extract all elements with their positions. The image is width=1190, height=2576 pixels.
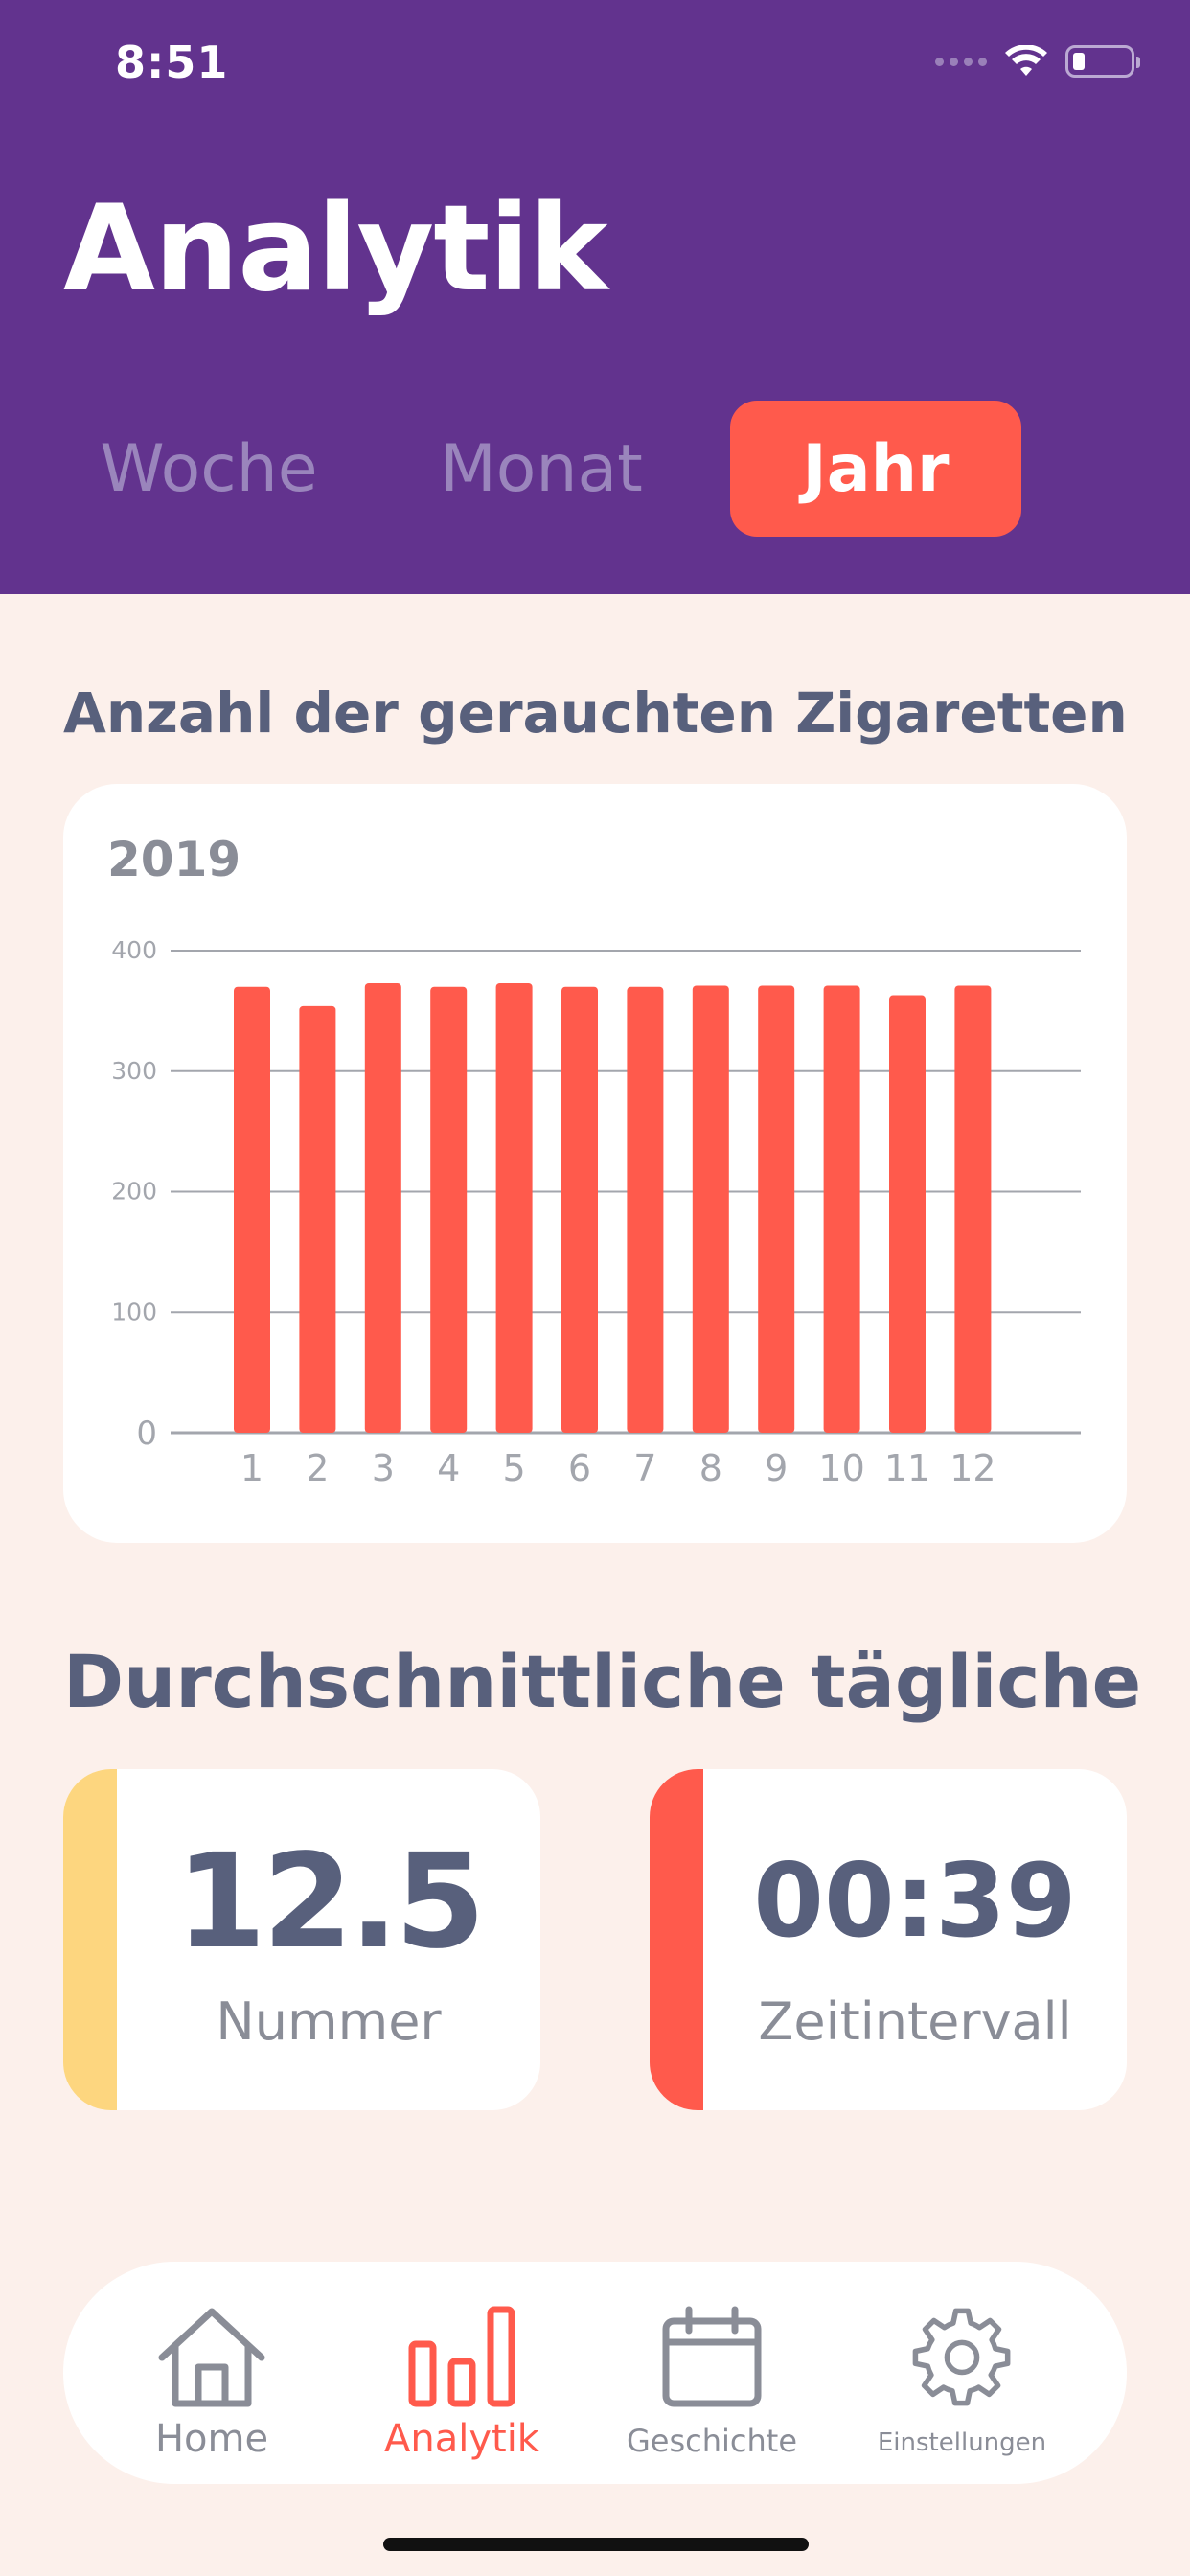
x-tick-label: 9 [765,1447,788,1489]
chart-bar [495,982,533,1433]
tab-year[interactable]: Jahr [730,401,1021,537]
chart-bar [234,986,270,1433]
nav-item-home[interactable]: Home [87,2262,336,2484]
chart-bar [823,985,860,1433]
x-tick-label: 5 [503,1447,526,1489]
y-tick-label: 200 [111,1178,157,1206]
nav-label-history: Geschichte [626,2423,798,2459]
stat-label-interval: Zeitintervall [758,1991,1072,2052]
stat-value-interval: 00:39 [753,1842,1077,1960]
chart-bar [692,985,729,1433]
stat-value-number: 12.5 [175,1827,486,1978]
nav-label-analytics: Analytik [384,2417,539,2461]
chart-bar [954,985,992,1433]
chart-bar [561,986,598,1433]
nav-label-home: Home [154,2417,269,2461]
gear-icon [912,2308,1011,2406]
chart-bar [430,986,468,1433]
nav-item-history[interactable]: Geschichte [587,2262,836,2484]
y-tick-label: 100 [111,1298,157,1325]
tab-month[interactable]: Monat [440,430,643,507]
x-tick-label: 11 [884,1447,930,1489]
calendar-icon [662,2306,762,2407]
header: 8:51 Analytik Woche Monat Jahr [0,0,1190,594]
stat-accent-bar [650,1769,703,2110]
x-tick-label: 10 [818,1447,864,1489]
y-tick-label: 300 [111,1057,157,1085]
chart-bar [364,982,401,1433]
x-tick-label: 2 [306,1447,329,1489]
stat-label-number: Nummer [216,1991,442,2052]
chart-bar [758,985,795,1433]
stat-card-number: 12.5 Nummer [63,1769,540,2110]
chart-bar [299,1005,336,1433]
status-icons [935,42,1140,80]
chart-bar [627,986,664,1433]
x-tick-label: 7 [633,1447,656,1489]
nav-item-settings[interactable]: Einstellungen [837,2262,1087,2484]
wifi-icon [1004,45,1048,78]
home-icon [158,2308,265,2407]
x-tick-label: 4 [437,1447,460,1489]
nav-item-analytics[interactable]: Analytik [337,2262,586,2484]
cellular-signal-icon [935,57,987,66]
x-tick-label: 6 [568,1447,591,1489]
page-title: Analytik [63,180,607,318]
y-tick-label: 0 [136,1414,157,1453]
y-tick-label: 400 [111,936,157,964]
chart-section-title: Anzahl der gerauchten Zigaretten [63,680,1128,746]
average-section-title: Durchschnittliche tägliche [63,1639,1142,1724]
x-tick-label: 8 [699,1447,722,1489]
x-tick-label: 3 [372,1447,395,1489]
status-time: 8:51 [115,36,229,88]
home-indicator [383,2538,809,2551]
stat-card-interval: 00:39 Zeitintervall [650,1769,1127,2110]
chart-card: 2019 0 100 200 300 400 1 2 3 4 5 6 7 8 9 10 11 12 [63,784,1127,1543]
battery-icon [1065,45,1140,78]
bar-chart-icon [408,2306,515,2407]
x-tick-label: 12 [950,1447,995,1489]
tab-week[interactable]: Woche [100,430,318,507]
chart-year-label: 2019 [107,832,241,887]
bottom-nav: Home Analytik Geschichte Einstellungen [63,2262,1127,2484]
stat-accent-bar [63,1769,117,2110]
x-tick-label: 1 [240,1447,263,1489]
chart-bar [889,995,926,1433]
nav-label-settings: Einstellungen [877,2428,1047,2457]
